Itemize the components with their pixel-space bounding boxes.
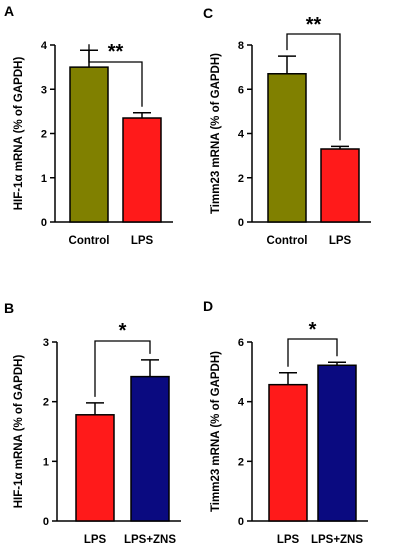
bar-lps bbox=[123, 118, 161, 222]
category-label: Control bbox=[69, 235, 110, 247]
category-label: LPS bbox=[329, 235, 352, 247]
y-tick-label: 0 bbox=[41, 217, 47, 229]
category-label: LPS bbox=[277, 534, 300, 546]
bar-control bbox=[70, 67, 108, 222]
panel-letter: D bbox=[203, 298, 213, 314]
bar-lps bbox=[321, 149, 359, 222]
y-axis-label: Timm23 mRNA (% of GAPDH) bbox=[210, 351, 222, 512]
y-tick-label: 3 bbox=[43, 337, 49, 349]
panel-a: A 0 1 2 3 4 HIF-1α mRNA (% of GAPDH) Control LPS… bbox=[4, 3, 173, 247]
bar-control bbox=[268, 74, 306, 222]
y-tick-label: 0 bbox=[238, 217, 244, 229]
panel-b: B 0 1 2 3 HIF-1α mRNA (% of GAPDH) LPS LPS+ZNS * bbox=[4, 300, 181, 546]
category-label: LPS bbox=[84, 534, 107, 546]
category-label: LPS+ZNS bbox=[124, 534, 176, 546]
y-tick-label: 2 bbox=[43, 397, 49, 409]
y-tick-label: 6 bbox=[238, 84, 244, 96]
y-tick-label: 1 bbox=[41, 173, 47, 185]
significance-marker: * bbox=[119, 320, 127, 342]
y-tick-label: 4 bbox=[41, 40, 48, 52]
panel-letter: C bbox=[203, 5, 213, 21]
y-axis-label: HIF-1α mRNA (% of GAPDH) bbox=[13, 355, 25, 509]
panel-d: D 0 2 4 6 Timm23 mRNA (% of GAPDH) LPS LPS+ZNS * bbox=[203, 298, 368, 546]
bar-lps bbox=[269, 385, 307, 521]
y-tick-label: 8 bbox=[238, 40, 244, 52]
y-tick-label: 2 bbox=[238, 173, 244, 185]
significance-marker: * bbox=[309, 319, 317, 341]
bar-lps bbox=[76, 415, 114, 521]
panel-c: C 0 2 4 6 8 Timm23 mRNA (% of GAPDH) Control LPS… bbox=[203, 5, 371, 247]
category-label: LPS+ZNS bbox=[311, 534, 363, 546]
panel-letter: A bbox=[4, 3, 14, 19]
y-axis-label: HIF-1α mRNA (% of GAPDH) bbox=[13, 57, 25, 211]
y-axis-label: Timm23 mRNA (% of GAPDH) bbox=[210, 53, 222, 214]
y-tick-label: 4 bbox=[238, 397, 245, 409]
y-tick-label: 2 bbox=[41, 129, 47, 141]
y-tick-label: 6 bbox=[238, 337, 244, 349]
significance-marker: ** bbox=[108, 41, 124, 63]
category-label: LPS bbox=[131, 235, 154, 247]
panel-letter: B bbox=[4, 300, 14, 316]
y-tick-label: 4 bbox=[238, 129, 245, 141]
y-tick-label: 0 bbox=[238, 516, 244, 528]
y-tick-label: 3 bbox=[41, 84, 47, 96]
y-tick-label: 1 bbox=[43, 456, 49, 468]
category-label: Control bbox=[267, 235, 308, 247]
y-tick-label: 0 bbox=[43, 516, 49, 528]
bar-lps-zns bbox=[131, 377, 169, 521]
y-tick-label: 2 bbox=[238, 456, 244, 468]
significance-marker: ** bbox=[306, 14, 322, 36]
bar-lps-zns bbox=[318, 365, 356, 521]
